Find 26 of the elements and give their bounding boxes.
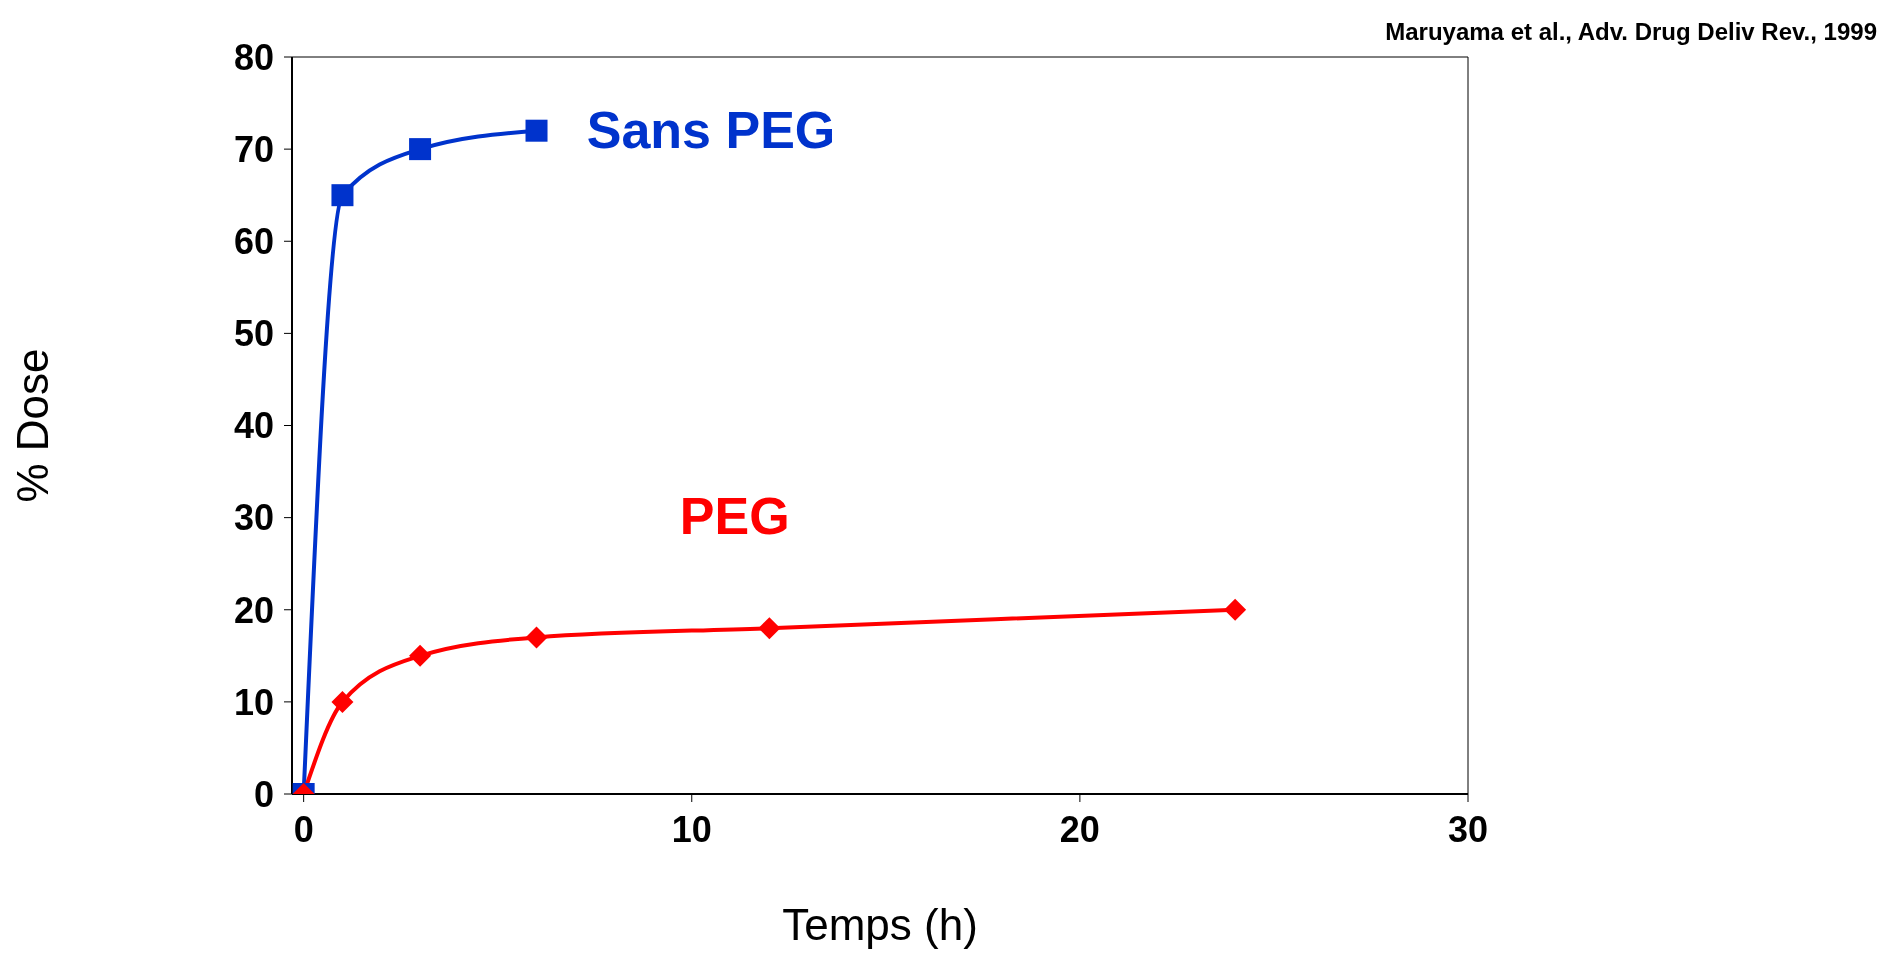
y-tick-label: 70	[233, 128, 274, 170]
series-label: Sans PEG	[586, 99, 836, 160]
point	[758, 617, 781, 640]
y-tick-label: 20	[233, 589, 274, 631]
y-tick-label: 40	[233, 405, 274, 447]
y-tick-label: 60	[233, 221, 274, 263]
point	[331, 184, 354, 207]
point	[1224, 598, 1247, 621]
y-tick-label: 80	[233, 36, 274, 78]
x-tick-label: 20	[1059, 808, 1100, 850]
point	[409, 644, 432, 667]
point	[525, 626, 548, 649]
y-tick-label: 0	[253, 773, 274, 815]
y-tick-label: 50	[233, 313, 274, 355]
text: Maruyama et al., Adv. Drug Deliv Rev., 1999	[1385, 18, 1877, 46]
point	[525, 119, 548, 142]
y-tick-label: 30	[233, 497, 274, 539]
series-label: PEG	[679, 485, 790, 546]
x-axis-title: Temps (h)	[782, 900, 978, 949]
point	[409, 138, 432, 161]
x-tick-label: 0	[293, 808, 314, 850]
y-axis-title: % Dose	[7, 348, 57, 503]
y-tick-label: 10	[233, 681, 274, 723]
point	[331, 690, 354, 713]
x-tick-label: 30	[1447, 808, 1489, 850]
x-tick-label: 10	[671, 808, 712, 850]
